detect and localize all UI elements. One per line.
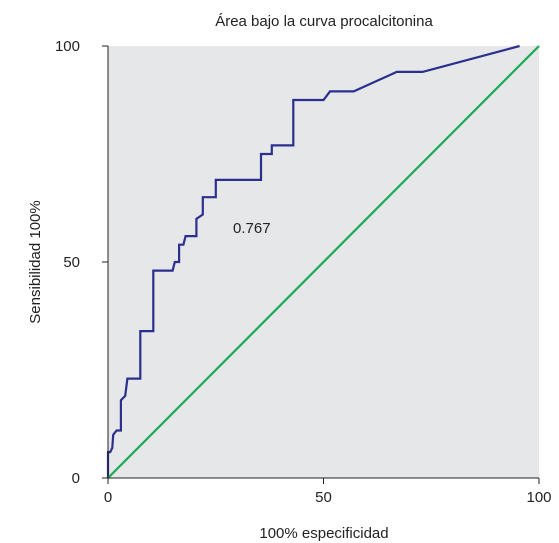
- x-tick-label: 50: [315, 489, 332, 506]
- auc-annotation: 0.767: [233, 220, 271, 237]
- x-axis-label: 100% especificidad: [259, 525, 388, 542]
- series-layer: [106, 44, 540, 479]
- y-tick-label: 100: [55, 38, 80, 55]
- y-axis-label: Sensibilidad 100%: [27, 200, 44, 323]
- y-tick-label: 50: [63, 254, 80, 271]
- roc-curve-line: [106, 44, 520, 478]
- reference-diagonal-line: [107, 45, 540, 479]
- x-tick-label: 0: [104, 489, 112, 506]
- y-tick-label: 0: [72, 470, 80, 487]
- tick-layer: 0 50 100 0 50 100: [55, 38, 552, 506]
- chart-title: Área bajo la curva procalcitonina: [215, 13, 433, 30]
- x-tick-label: 100: [526, 489, 551, 506]
